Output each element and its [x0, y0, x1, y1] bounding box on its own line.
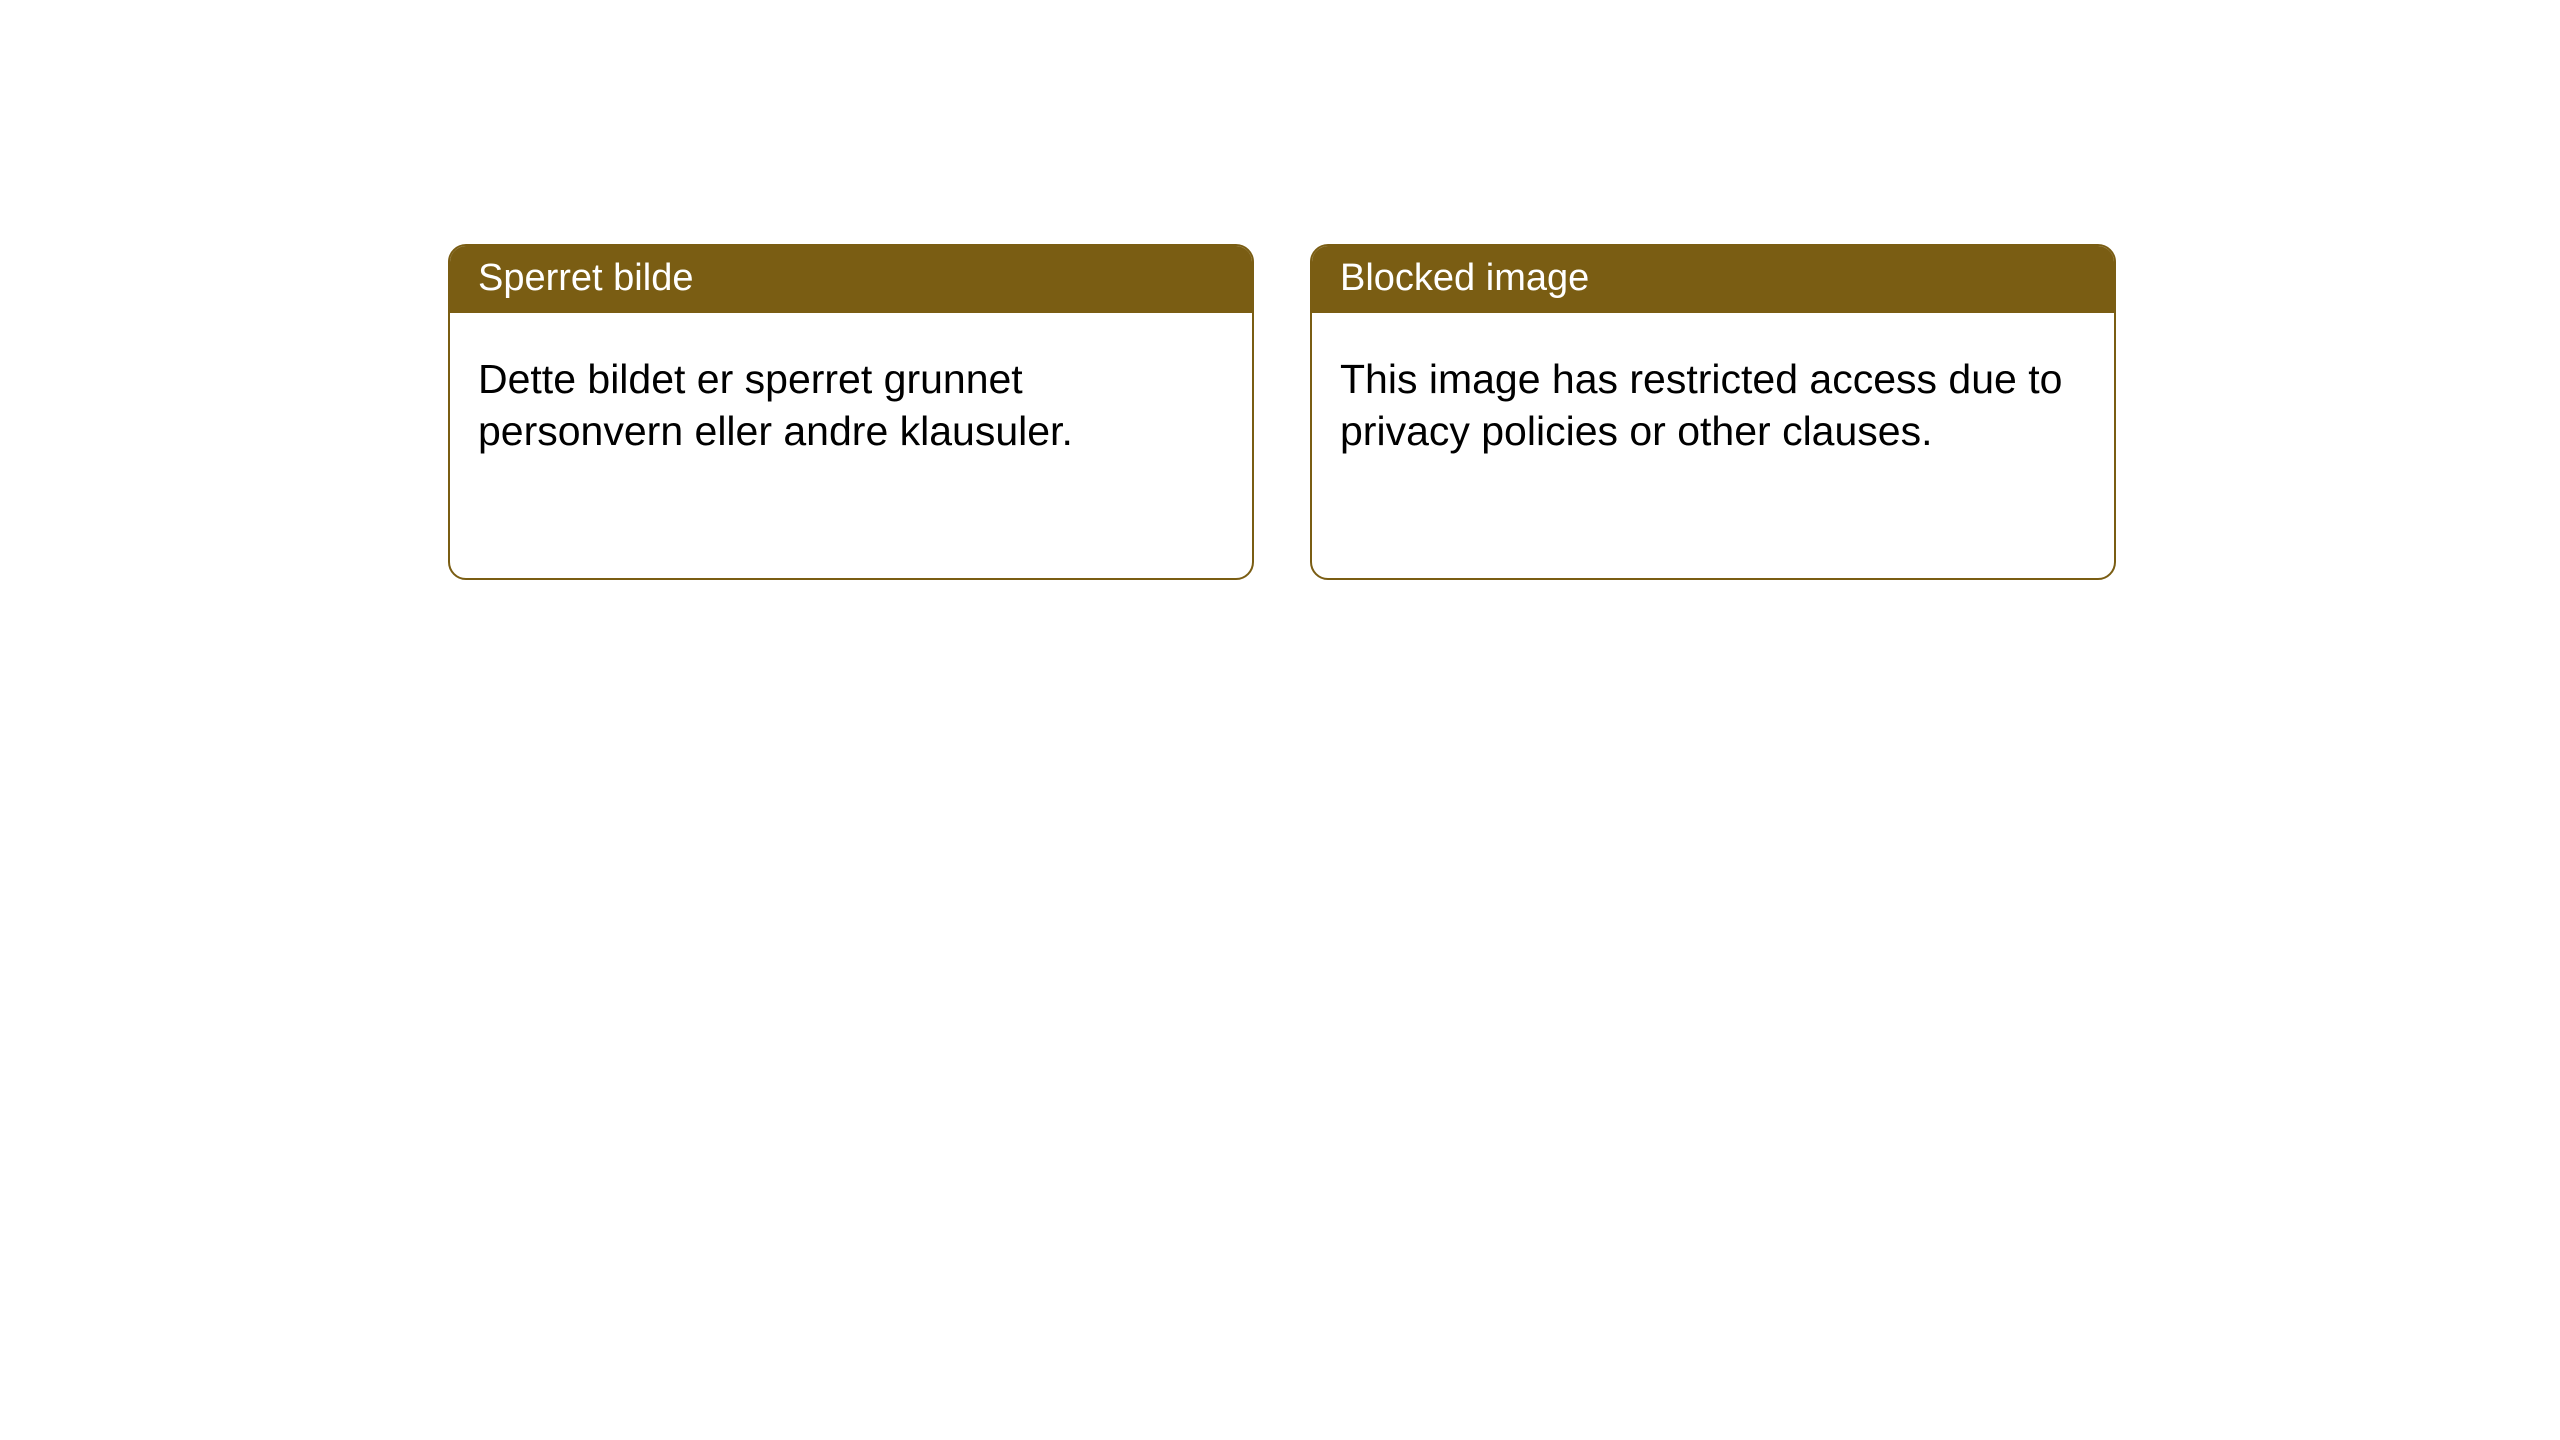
notice-card-english: Blocked image This image has restricted …	[1310, 244, 2116, 580]
notice-header: Blocked image	[1312, 246, 2114, 313]
notice-card-norwegian: Sperret bilde Dette bildet er sperret gr…	[448, 244, 1254, 580]
notice-header: Sperret bilde	[450, 246, 1252, 313]
notice-body: Dette bildet er sperret grunnet personve…	[450, 313, 1252, 485]
notice-body: This image has restricted access due to …	[1312, 313, 2114, 485]
notice-container: Sperret bilde Dette bildet er sperret gr…	[0, 0, 2560, 580]
